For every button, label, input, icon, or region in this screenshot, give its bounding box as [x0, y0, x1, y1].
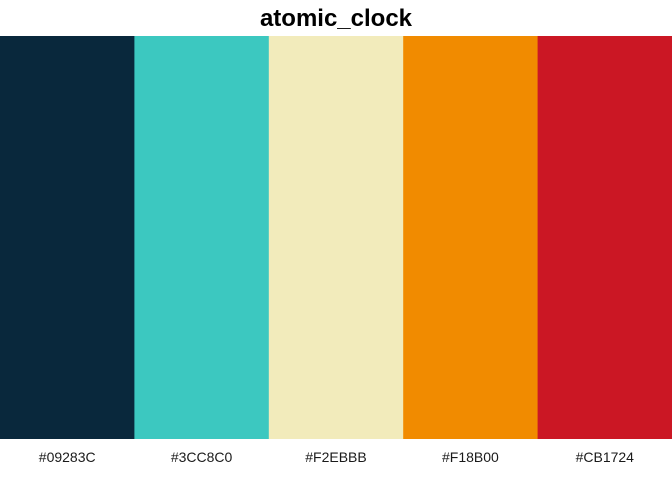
color-swatch-4 [403, 36, 539, 439]
color-swatch-1 [0, 36, 135, 439]
swatch-label-1: #09283C [39, 449, 96, 465]
color-swatch-2 [134, 36, 270, 439]
swatch-label-4: #F18B00 [442, 449, 499, 465]
swatch-label-5: #CB1724 [576, 449, 635, 465]
swatch-label-3: #F2EBBB [305, 449, 366, 465]
color-swatch-5 [537, 36, 672, 439]
swatch-label-2: #3CC8C0 [171, 449, 233, 465]
color-swatch-3 [268, 36, 404, 439]
swatch-group [0, 36, 672, 439]
chart-title: atomic_clock [259, 5, 413, 32]
swatch-label-group: #09283C #3CC8C0 #F2EBBB #F18B00 #CB1724 [39, 449, 634, 465]
